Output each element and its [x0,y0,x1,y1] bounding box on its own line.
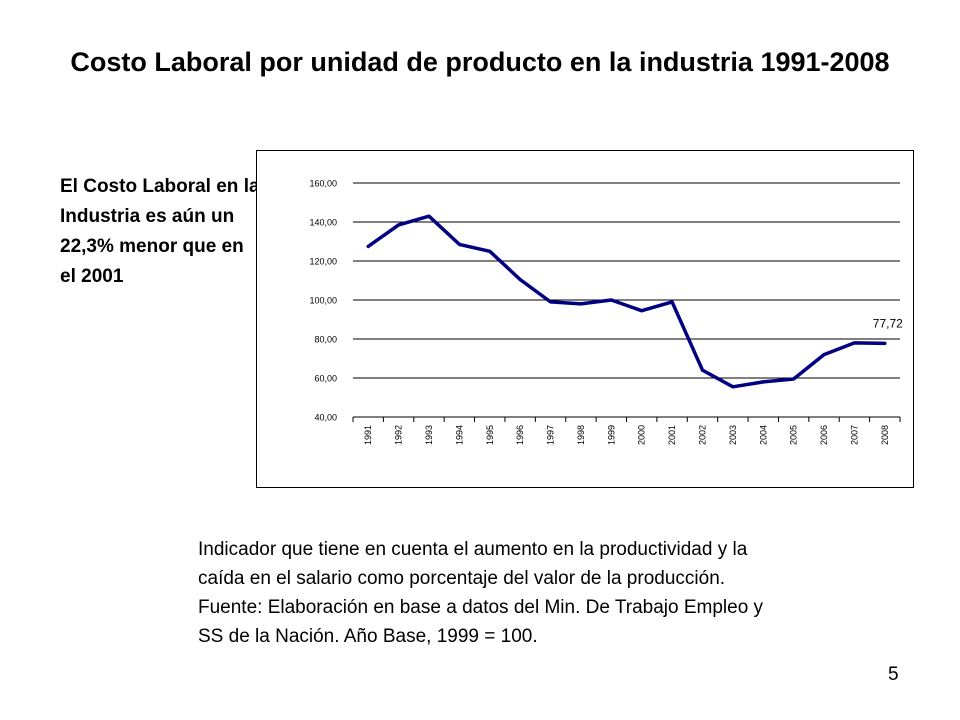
x-tick-label: 2008 [880,425,890,445]
line-chart: 160,00 140,00 120,00 100,00 80,00 60,00 40,00 1… [309,179,903,446]
y-tick-label: 140,00 [309,218,337,228]
x-tick-label: 1995 [485,425,495,445]
chart-frame: 160,00 140,00 120,00 100,00 80,00 60,00 40,00 1… [256,150,914,488]
x-tick-label: 2004 [758,425,768,445]
data-label: 77,72 [873,316,903,330]
page-number: 5 [888,664,899,685]
y-tick-label: 160,00 [309,179,337,189]
x-tick-label: 1993 [424,425,434,445]
x-tick-label: 1997 [546,425,556,445]
y-tick-label: 40,00 [314,413,337,423]
x-tick-label: 2001 [667,425,677,445]
y-tick-label: 120,00 [309,257,337,267]
footnote: Indicador que tiene en cuenta el aumento… [198,539,764,647]
x-tick-label: 1996 [515,425,525,445]
x-tick-label: 2003 [728,425,738,445]
x-tick-label: 1998 [576,425,586,445]
x-tick-label: 1992 [394,425,404,445]
y-tick-label: 60,00 [314,374,337,384]
side-note: El Costo Laboral en la Industria es aún … [60,176,260,287]
series-line [366,214,887,389]
x-tick-label: 2000 [637,425,647,445]
x-tick-label: 2006 [819,425,829,445]
x-tick-label: 2007 [849,425,859,445]
y-tick-label: 80,00 [314,335,337,345]
x-tick-label: 2002 [697,425,707,445]
slide-title: Costo Laboral por unidad de producto en … [70,47,890,77]
y-tick-label: 100,00 [309,296,337,306]
x-tick-label: 1994 [454,425,464,445]
x-tick-label: 1999 [606,425,616,445]
x-tick-label: 2005 [789,425,799,445]
x-tick-label: 1991 [363,425,373,445]
